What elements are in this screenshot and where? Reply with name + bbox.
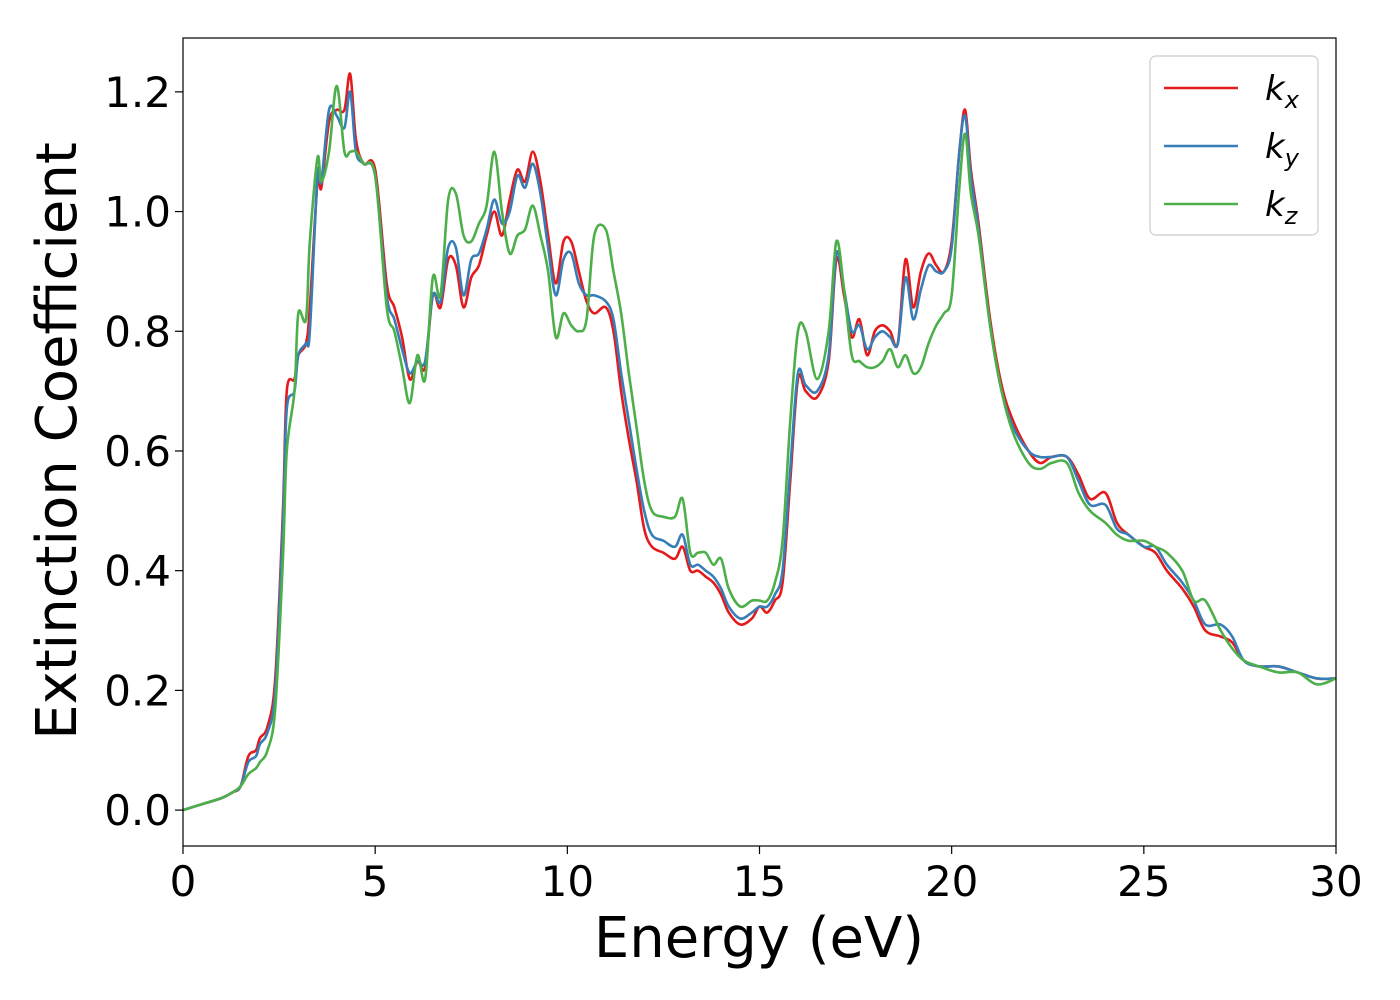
- axes: 0 5 10 15 20 25 30 0.0 0.2 0.4 0.6 0.8 1.0 1.2: [104, 37, 1363, 906]
- x-tick-label: 15: [733, 857, 786, 906]
- legend[interactable]: kx ky kz: [1149, 55, 1319, 236]
- x-tick-label: 25: [1117, 857, 1170, 906]
- y-tick-label: 0.4: [104, 547, 171, 596]
- legend-label-kx: kx: [1265, 69, 1300, 114]
- series-line-kx: [183, 72, 1336, 812]
- y-axis-title: Extinction Coefficient: [25, 142, 90, 740]
- x-tick-label: 10: [541, 857, 594, 906]
- y-tick-label: 1.0: [104, 188, 171, 237]
- y-tick-label: 0.2: [104, 666, 171, 715]
- x-tick-label: 20: [925, 857, 978, 906]
- series-line-ky: [183, 90, 1336, 812]
- x-axis-title: Energy (eV): [594, 906, 924, 971]
- series-line-kz: [183, 84, 1336, 812]
- y-tick-label: 0.6: [104, 427, 171, 476]
- x-tick-label: 5: [362, 857, 389, 906]
- x-tick-label: 0: [170, 857, 197, 906]
- plot-area: [183, 72, 1336, 812]
- x-tick-label: 30: [1309, 857, 1362, 906]
- legend-label-kz: kz: [1265, 185, 1299, 230]
- y-tick-label: 0.8: [104, 307, 171, 356]
- legend-label-ky: ky: [1265, 127, 1300, 172]
- y-tick-label: 1.2: [104, 68, 171, 117]
- y-tick-label: 0.0: [104, 786, 171, 835]
